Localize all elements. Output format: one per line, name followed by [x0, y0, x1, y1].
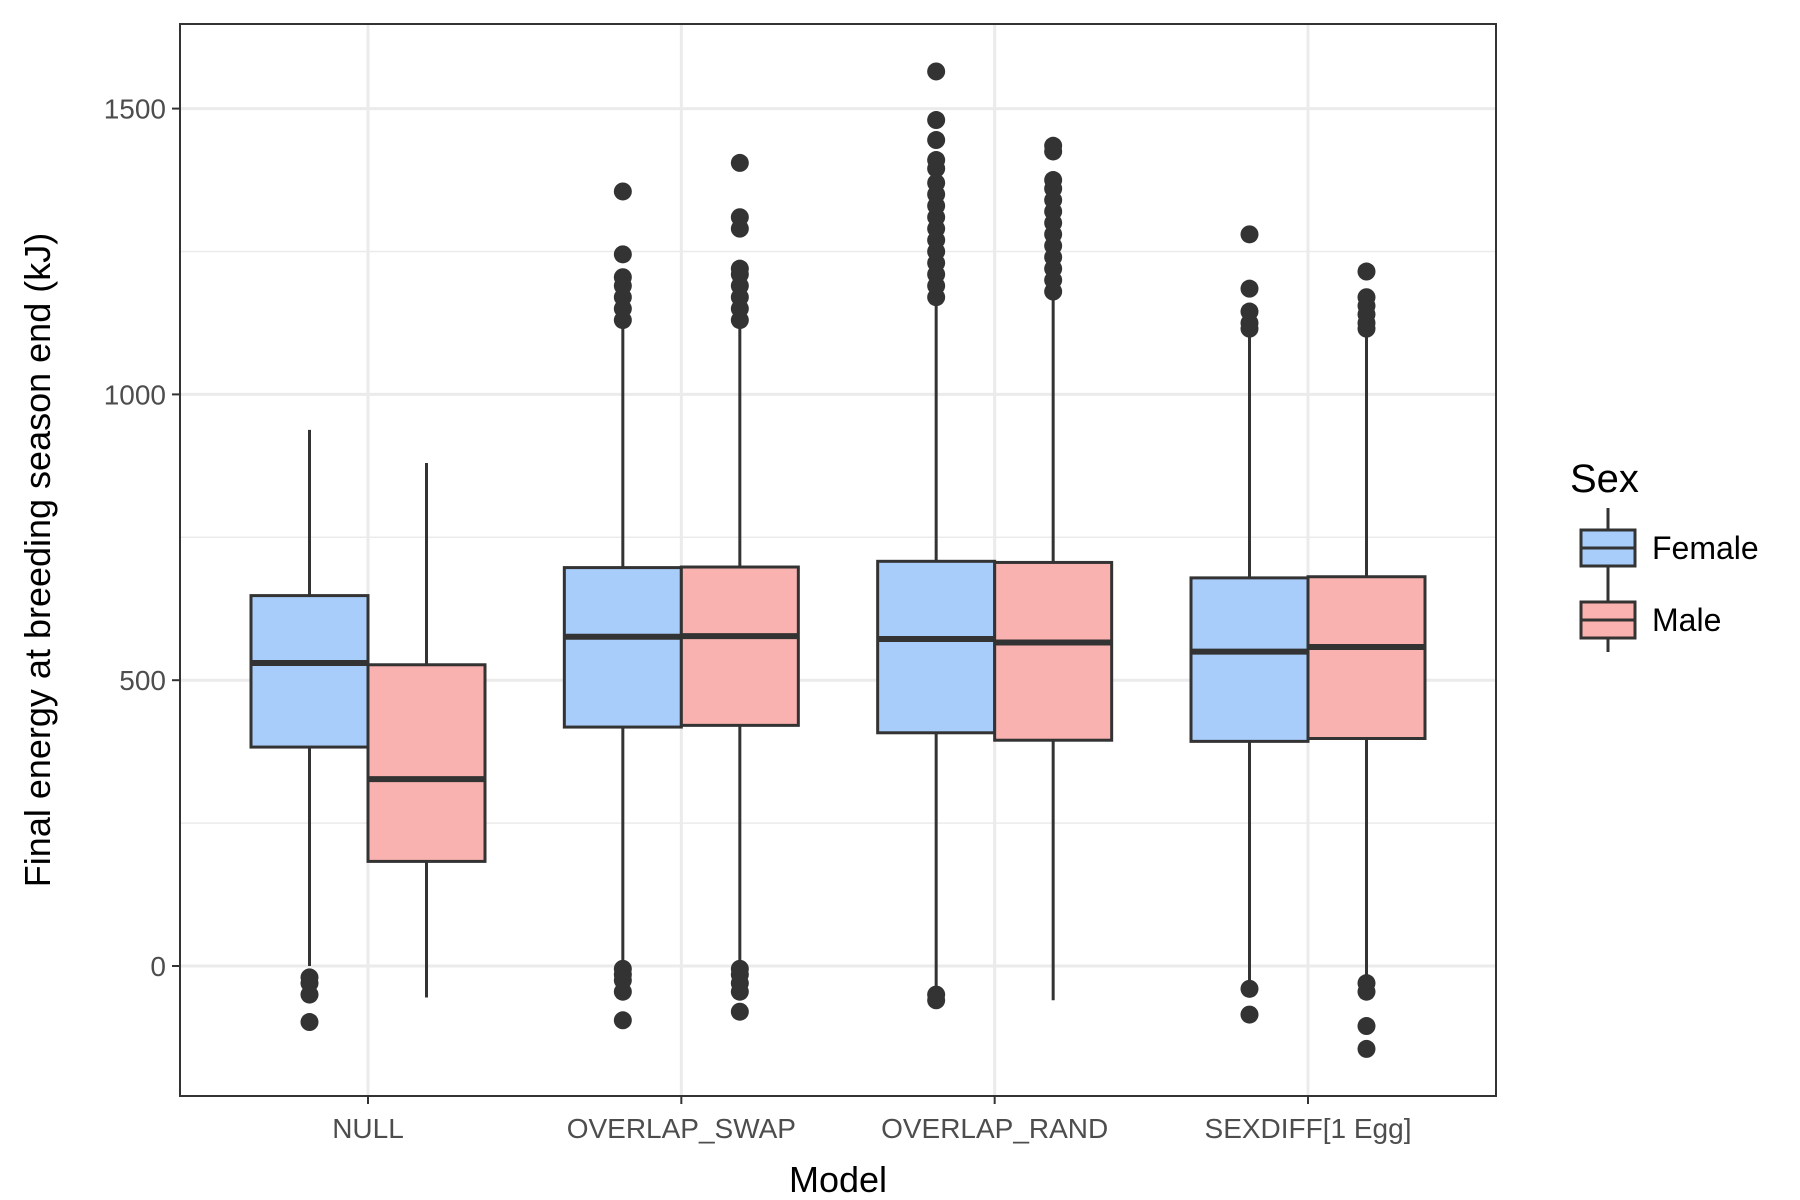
outlier-point: [300, 1013, 319, 1032]
x-tick-label: SEXDIFF[1 Egg]: [1205, 1113, 1412, 1144]
y-axis-title: Final energy at breeding season end (kJ): [17, 233, 58, 887]
outlier-point: [1044, 136, 1063, 155]
box-female: [876, 62, 997, 1010]
outlier-point: [1357, 1017, 1376, 1036]
box-female: [249, 429, 370, 1032]
box-iqr: [1189, 576, 1310, 743]
outlier-point: [1357, 1039, 1376, 1058]
outlier-point: [730, 1002, 749, 1021]
box-layer: [249, 62, 1427, 1058]
y-tick-label: 500: [119, 665, 166, 696]
outlier-point: [1240, 979, 1259, 998]
x-tick-label: NULL: [332, 1113, 404, 1144]
outlier-point: [1240, 279, 1259, 298]
outlier-point: [613, 1011, 632, 1030]
outlier-point: [300, 985, 319, 1004]
outlier-point: [1357, 262, 1376, 281]
outlier-point: [927, 991, 946, 1010]
outlier-point: [730, 153, 749, 172]
outlier-point: [927, 151, 946, 170]
x-tick-label: OVERLAP_RAND: [881, 1113, 1108, 1144]
outlier-point: [1357, 982, 1376, 1001]
outlier-point: [1240, 1005, 1259, 1024]
box-iqr: [366, 663, 487, 863]
outlier-point: [730, 259, 749, 278]
box-male: [366, 462, 487, 998]
outlier-point: [927, 173, 946, 192]
outlier-point: [1240, 225, 1259, 244]
legend-key-male: [1579, 580, 1637, 652]
outlier-point: [1357, 288, 1376, 307]
legend: Sex Female Male: [1570, 457, 1759, 652]
box-iqr: [993, 560, 1114, 742]
legend-title: Sex: [1570, 457, 1639, 501]
y-tick-label: 0: [150, 951, 166, 982]
box-female: [1189, 225, 1310, 1024]
legend-label-male: Male: [1652, 602, 1721, 638]
y-tick-label: 1500: [104, 94, 166, 125]
outlier-point: [613, 182, 632, 201]
outlier-point: [927, 62, 946, 81]
box-male: [679, 153, 800, 1021]
outlier-point: [927, 131, 946, 150]
outlier-point: [1240, 302, 1259, 321]
outlier-point: [613, 245, 632, 264]
box-iqr: [876, 559, 997, 735]
box-iqr: [679, 565, 800, 727]
y-tick-label: 1000: [104, 379, 166, 410]
x-tick-label: OVERLAP_SWAP: [567, 1113, 796, 1144]
box-iqr: [562, 566, 683, 729]
plot-panel-border: [179, 23, 1497, 1097]
outlier-point: [927, 111, 946, 130]
box-male: [993, 136, 1114, 1001]
outlier-point: [1044, 171, 1063, 190]
outlier-point: [613, 982, 632, 1001]
box-male: [1306, 262, 1427, 1058]
legend-key-female: [1579, 508, 1637, 580]
axis-layer: 0 500 1000 1500 NULL OVERLAP_SWAP OVERLAP_RAND…: [104, 94, 1412, 1144]
legend-label-female: Female: [1652, 530, 1759, 566]
grid-lines: [180, 24, 1496, 1096]
x-axis-title: Model: [789, 1159, 887, 1200]
box-iqr: [1306, 575, 1427, 741]
outlier-point: [730, 982, 749, 1001]
outlier-point: [613, 268, 632, 287]
outlier-point: [730, 208, 749, 227]
plot-panel-background: [180, 24, 1496, 1096]
box-iqr: [249, 594, 370, 749]
